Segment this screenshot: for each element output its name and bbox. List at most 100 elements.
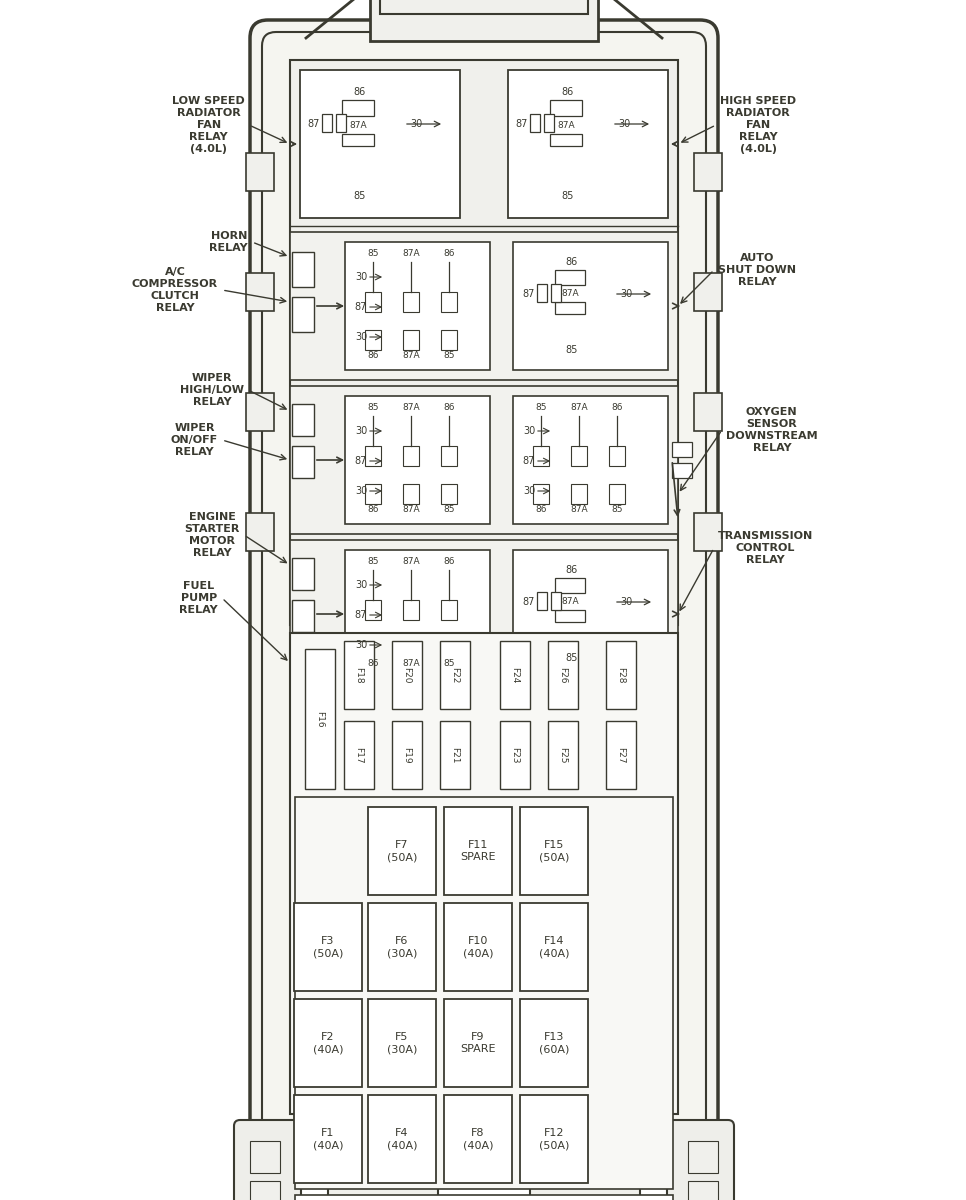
Text: 30: 30 <box>410 119 422 128</box>
Bar <box>246 272 274 311</box>
Bar <box>345 242 490 370</box>
Text: 87A: 87A <box>402 250 420 258</box>
Bar <box>513 242 668 370</box>
Text: 86: 86 <box>562 86 574 97</box>
Bar <box>292 252 314 287</box>
Bar <box>609 484 625 504</box>
Bar <box>403 330 419 350</box>
Text: HORN
RELAY: HORN RELAY <box>210 230 248 253</box>
Text: 30: 30 <box>523 426 535 436</box>
Text: 87A: 87A <box>402 350 420 360</box>
Text: 87A: 87A <box>402 504 420 514</box>
Text: F14
(40A): F14 (40A) <box>539 936 569 958</box>
Bar <box>555 270 585 284</box>
Bar <box>694 152 722 191</box>
Bar <box>500 721 530 790</box>
Text: 87: 87 <box>355 302 367 312</box>
Bar <box>403 484 419 504</box>
Bar <box>520 806 588 895</box>
Text: 86: 86 <box>367 350 379 360</box>
Text: OXYGEN
SENSOR
DOWNSTREAM
RELAY: OXYGEN SENSOR DOWNSTREAM RELAY <box>726 407 817 452</box>
Bar <box>508 70 668 218</box>
Text: 86: 86 <box>566 257 578 266</box>
Bar <box>292 404 314 436</box>
Bar <box>290 60 678 625</box>
Text: 87A: 87A <box>402 659 420 667</box>
Bar <box>290 232 678 380</box>
Bar <box>520 998 588 1087</box>
Text: 87A: 87A <box>349 121 367 131</box>
Bar <box>380 0 588 14</box>
Bar <box>609 446 625 466</box>
Bar <box>537 284 547 302</box>
Text: F6
(30A): F6 (30A) <box>386 936 417 958</box>
Bar <box>292 446 314 478</box>
Bar <box>288 1136 680 1166</box>
Bar <box>368 1094 436 1183</box>
Bar <box>403 600 419 620</box>
Text: 87A: 87A <box>402 403 420 413</box>
Bar <box>688 1141 718 1174</box>
Text: F28: F28 <box>616 667 626 683</box>
Bar <box>290 540 678 688</box>
Bar <box>694 392 722 431</box>
Bar <box>328 1166 438 1200</box>
Bar <box>513 396 668 524</box>
Bar <box>441 292 457 312</box>
Bar <box>368 806 436 895</box>
Text: F27: F27 <box>616 746 626 763</box>
Bar <box>606 641 636 709</box>
Bar <box>548 641 578 709</box>
Bar <box>336 114 346 132</box>
Text: 85: 85 <box>443 350 455 360</box>
Text: 30: 30 <box>355 332 367 342</box>
Text: 87A: 87A <box>557 121 575 131</box>
Bar <box>694 272 722 311</box>
Text: F24: F24 <box>510 667 520 683</box>
Bar <box>444 1094 512 1183</box>
Text: F26: F26 <box>558 667 567 683</box>
Bar <box>365 330 381 350</box>
Text: F2
(40A): F2 (40A) <box>313 1032 343 1054</box>
Bar <box>694 514 722 551</box>
Bar <box>370 0 598 41</box>
Bar <box>290 634 678 1114</box>
Text: F9
SPARE: F9 SPARE <box>460 1032 496 1054</box>
Text: 87: 87 <box>308 119 320 128</box>
Bar <box>606 721 636 790</box>
Bar <box>345 396 490 524</box>
Text: 85: 85 <box>367 558 379 566</box>
Text: ENGINE
STARTER
MOTOR
RELAY: ENGINE STARTER MOTOR RELAY <box>185 512 240 558</box>
Bar <box>345 550 490 678</box>
Bar <box>290 386 678 534</box>
Bar <box>444 806 512 895</box>
Text: F12
(50A): F12 (50A) <box>539 1128 569 1150</box>
Text: 85: 85 <box>367 403 379 413</box>
Bar <box>530 1166 640 1200</box>
Bar <box>441 600 457 620</box>
Bar <box>403 446 419 466</box>
Text: 87: 87 <box>355 610 367 620</box>
Text: F11
SPARE: F11 SPARE <box>460 840 496 862</box>
Bar <box>365 638 381 658</box>
FancyBboxPatch shape <box>262 32 706 1142</box>
Bar <box>365 484 381 504</box>
Text: 86: 86 <box>443 403 455 413</box>
Bar <box>344 721 374 790</box>
Bar <box>300 70 460 218</box>
Bar <box>250 1181 280 1200</box>
Bar <box>441 484 457 504</box>
Text: 30: 30 <box>523 486 535 496</box>
Text: 30: 30 <box>355 486 367 496</box>
Text: F25: F25 <box>558 746 567 763</box>
Bar <box>440 641 470 709</box>
Text: 86: 86 <box>566 565 578 575</box>
Text: 85: 85 <box>443 659 455 667</box>
Bar <box>368 902 436 991</box>
Text: 85: 85 <box>562 191 574 200</box>
Text: 30: 30 <box>355 580 367 590</box>
Text: FUEL
PUMP
RELAY: FUEL PUMP RELAY <box>180 581 218 614</box>
Text: WIPER
ON/OFF
RELAY: WIPER ON/OFF RELAY <box>171 422 218 457</box>
Bar <box>342 134 374 146</box>
Bar <box>342 100 374 116</box>
